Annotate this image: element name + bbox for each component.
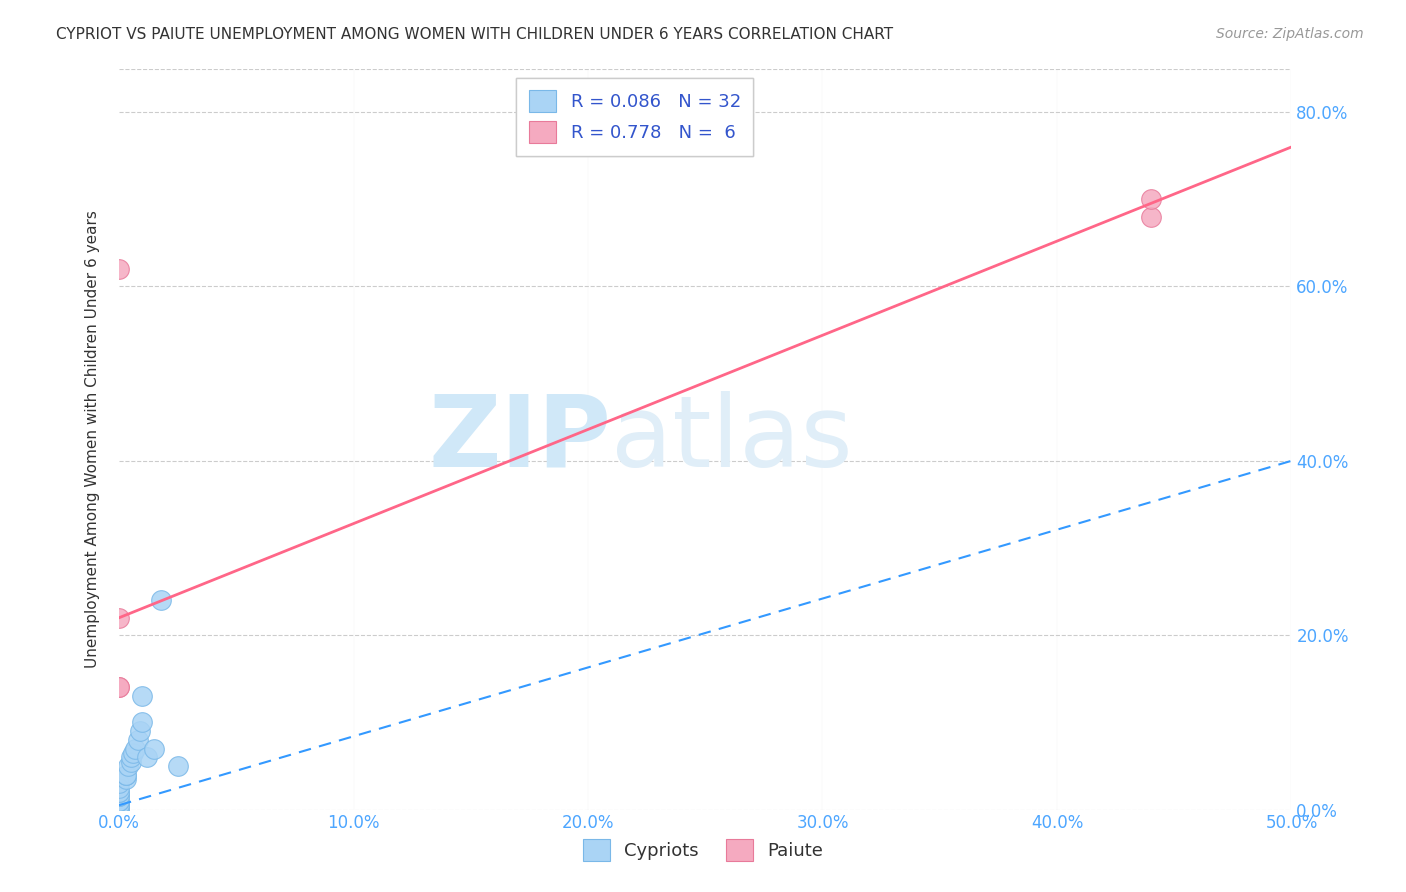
Point bbox=[108, 798, 131, 813]
Point bbox=[108, 681, 131, 695]
Text: atlas: atlas bbox=[612, 391, 853, 488]
Point bbox=[108, 798, 131, 813]
Point bbox=[108, 681, 131, 695]
Point bbox=[131, 715, 153, 730]
Point bbox=[129, 724, 152, 739]
Point bbox=[115, 767, 138, 781]
Point bbox=[108, 611, 131, 625]
Point bbox=[120, 750, 142, 764]
Point bbox=[108, 803, 131, 817]
Point bbox=[108, 262, 131, 277]
Point bbox=[136, 750, 159, 764]
Point bbox=[117, 759, 139, 773]
Point bbox=[127, 732, 149, 747]
Point bbox=[108, 803, 131, 817]
Point bbox=[108, 803, 131, 817]
Point bbox=[115, 772, 138, 786]
Point bbox=[120, 755, 142, 769]
Point bbox=[143, 741, 166, 756]
Point bbox=[108, 776, 131, 790]
Point bbox=[108, 803, 131, 817]
Point bbox=[1139, 210, 1161, 224]
Legend: R = 0.086   N = 32, R = 0.778   N =  6: R = 0.086 N = 32, R = 0.778 N = 6 bbox=[516, 78, 754, 156]
Point bbox=[124, 741, 146, 756]
Point bbox=[108, 794, 131, 808]
Text: CYPRIOT VS PAIUTE UNEMPLOYMENT AMONG WOMEN WITH CHILDREN UNDER 6 YEARS CORRELATI: CYPRIOT VS PAIUTE UNEMPLOYMENT AMONG WOM… bbox=[56, 27, 893, 42]
Legend: Cypriots, Paiute: Cypriots, Paiute bbox=[569, 827, 837, 874]
Point bbox=[108, 798, 131, 813]
Point bbox=[122, 746, 145, 760]
Point bbox=[115, 767, 138, 781]
Point bbox=[166, 759, 188, 773]
Point bbox=[108, 785, 131, 799]
Point bbox=[108, 785, 131, 799]
Point bbox=[108, 789, 131, 804]
Point bbox=[1139, 192, 1161, 206]
Point bbox=[108, 794, 131, 808]
Y-axis label: Unemployment Among Women with Children Under 6 years: Unemployment Among Women with Children U… bbox=[86, 211, 100, 668]
Point bbox=[150, 593, 173, 607]
Point bbox=[108, 780, 131, 795]
Point bbox=[108, 803, 131, 817]
Point bbox=[108, 789, 131, 804]
Text: ZIP: ZIP bbox=[429, 391, 612, 488]
Point bbox=[131, 690, 153, 704]
Text: Source: ZipAtlas.com: Source: ZipAtlas.com bbox=[1216, 27, 1364, 41]
